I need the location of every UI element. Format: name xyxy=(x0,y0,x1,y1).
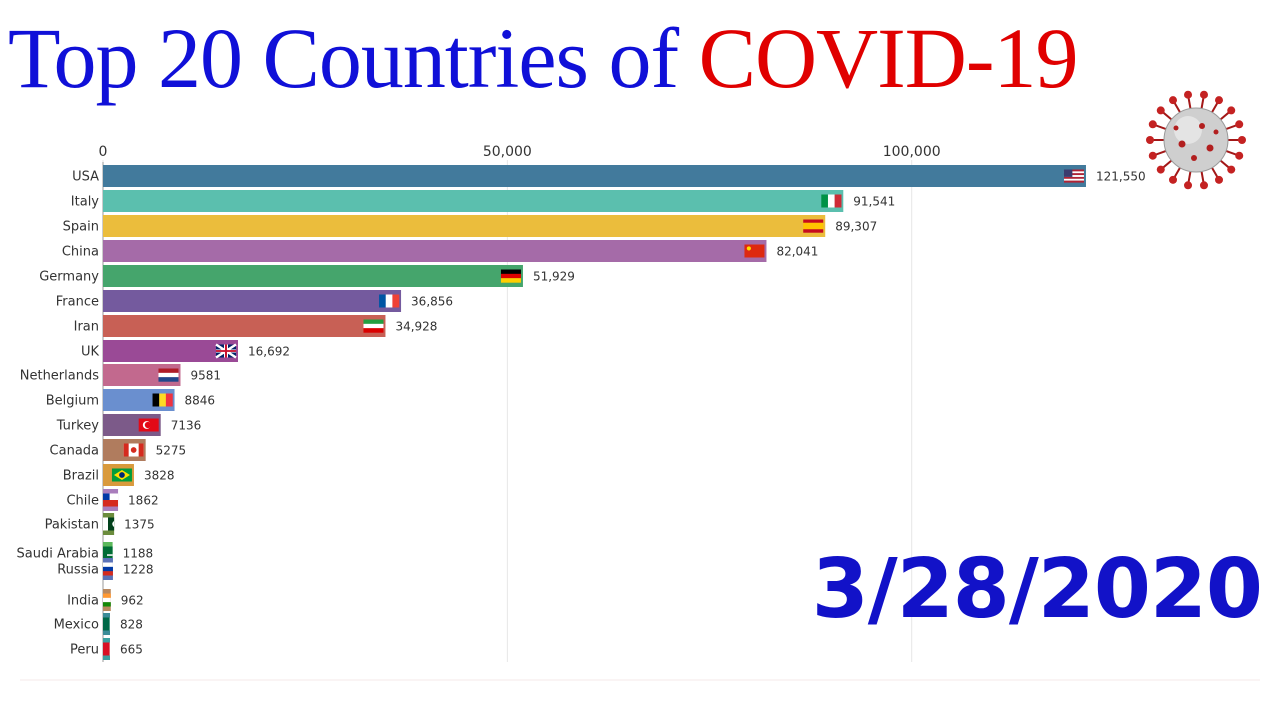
value-label: 3828 xyxy=(144,469,175,483)
bar-row: France 36,856 xyxy=(56,290,453,312)
category-label: France xyxy=(56,295,99,310)
bar-row: Canada 5275 xyxy=(50,439,187,461)
flag-icon xyxy=(138,418,159,432)
bar-row: Iran 34,928 xyxy=(74,315,437,337)
category-label: Chile xyxy=(66,494,99,509)
value-label: 91,541 xyxy=(853,195,895,209)
bar xyxy=(103,190,844,212)
bar-row: Turkey 7136 xyxy=(56,414,202,436)
bar-row: Italy 91,541 xyxy=(71,190,895,212)
bar-row: Pakistan 1375 xyxy=(45,513,155,535)
flag-icon xyxy=(158,368,179,382)
category-label: Spain xyxy=(63,220,99,235)
category-label: India xyxy=(67,594,99,609)
bar-row: China 82,041 xyxy=(62,240,818,262)
value-label: 8846 xyxy=(185,394,216,408)
category-label: Iran xyxy=(74,320,99,335)
category-label: Peru xyxy=(70,643,99,658)
bar-row: UK 16,692 xyxy=(81,340,290,362)
flag-icon xyxy=(111,468,132,482)
category-label: Brazil xyxy=(63,469,99,484)
flag-icon xyxy=(103,546,113,560)
flag-icon xyxy=(103,493,119,507)
category-label: Turkey xyxy=(56,419,100,434)
bar xyxy=(103,340,238,362)
bar-row: Saudi Arabia 1188 xyxy=(17,542,154,564)
bar-row: Spain 89,307 xyxy=(63,215,877,237)
value-label: 1862 xyxy=(128,494,159,508)
bar-row: Mexico 828 xyxy=(54,613,143,635)
title-text: Top 20 Countries of xyxy=(8,10,699,106)
x-tick-label: 0 xyxy=(99,144,108,160)
flag-icon xyxy=(821,194,842,208)
flag-icon xyxy=(103,617,110,631)
value-label: 16,692 xyxy=(248,345,290,359)
value-label: 828 xyxy=(120,618,143,632)
value-label: 5275 xyxy=(156,444,187,458)
flag-icon xyxy=(363,319,384,333)
category-label: Canada xyxy=(50,444,99,459)
bar-row: Brazil 3828 xyxy=(63,464,175,486)
bar-row: Chile 1862 xyxy=(66,489,159,511)
flag-icon xyxy=(744,244,765,258)
category-label: Pakistan xyxy=(45,518,99,533)
category-label: Saudi Arabia xyxy=(17,547,100,562)
value-label: 36,856 xyxy=(411,295,453,309)
flag-icon xyxy=(215,343,237,359)
category-label: Netherlands xyxy=(20,369,99,384)
value-label: 82,041 xyxy=(776,245,818,259)
bar xyxy=(103,165,1086,187)
bar xyxy=(103,290,402,312)
value-label: 1188 xyxy=(123,547,154,561)
flag-icon xyxy=(1063,169,1084,183)
date-display: 3/28/2020 xyxy=(811,542,1263,637)
flag-icon xyxy=(103,593,111,607)
bar xyxy=(103,265,523,287)
value-label: 121,550 xyxy=(1096,170,1146,184)
value-label: 1228 xyxy=(123,563,154,577)
bar-row: Germany 51,929 xyxy=(39,265,575,287)
x-tick-label: 100,000 xyxy=(883,144,941,160)
bar-row: Russia 1228 xyxy=(57,558,153,580)
value-label: 665 xyxy=(120,643,143,657)
chart-title: Top 20 Countries of COVID-19 xyxy=(8,8,1079,108)
category-label: Russia xyxy=(57,563,99,578)
bar-row: USA 121,550 xyxy=(72,165,1146,187)
flag-icon xyxy=(103,562,113,576)
title-highlight: COVID-19 xyxy=(698,10,1079,106)
category-label: Mexico xyxy=(54,618,99,633)
flag-icon xyxy=(152,393,173,407)
category-label: UK xyxy=(81,345,100,360)
flag-icon xyxy=(500,269,521,283)
x-tick-label: 50,000 xyxy=(483,144,532,160)
value-label: 51,929 xyxy=(533,270,575,284)
value-label: 7136 xyxy=(171,419,202,433)
bar-row: Peru 665 xyxy=(70,638,143,660)
flag-icon xyxy=(103,517,115,531)
category-label: China xyxy=(62,245,99,260)
bar xyxy=(103,215,826,237)
bar-row: Netherlands 9581 xyxy=(20,364,221,386)
flag-icon xyxy=(803,219,824,233)
coronavirus-icon xyxy=(1146,90,1246,190)
bar-row: India 962 xyxy=(67,589,144,611)
value-label: 89,307 xyxy=(835,220,877,234)
bar-row: Belgium 8846 xyxy=(46,389,215,411)
bar xyxy=(103,315,386,337)
category-label: Italy xyxy=(71,195,100,210)
value-label: 9581 xyxy=(190,369,221,383)
value-label: 962 xyxy=(121,594,144,608)
bar xyxy=(103,240,767,262)
category-label: Germany xyxy=(39,270,99,285)
value-label: 34,928 xyxy=(395,320,437,334)
flag-icon xyxy=(123,443,144,457)
category-label: Belgium xyxy=(46,394,99,409)
flag-icon xyxy=(379,294,400,308)
flag-icon xyxy=(103,642,110,656)
category-label: USA xyxy=(72,170,99,185)
value-label: 1375 xyxy=(124,518,155,532)
